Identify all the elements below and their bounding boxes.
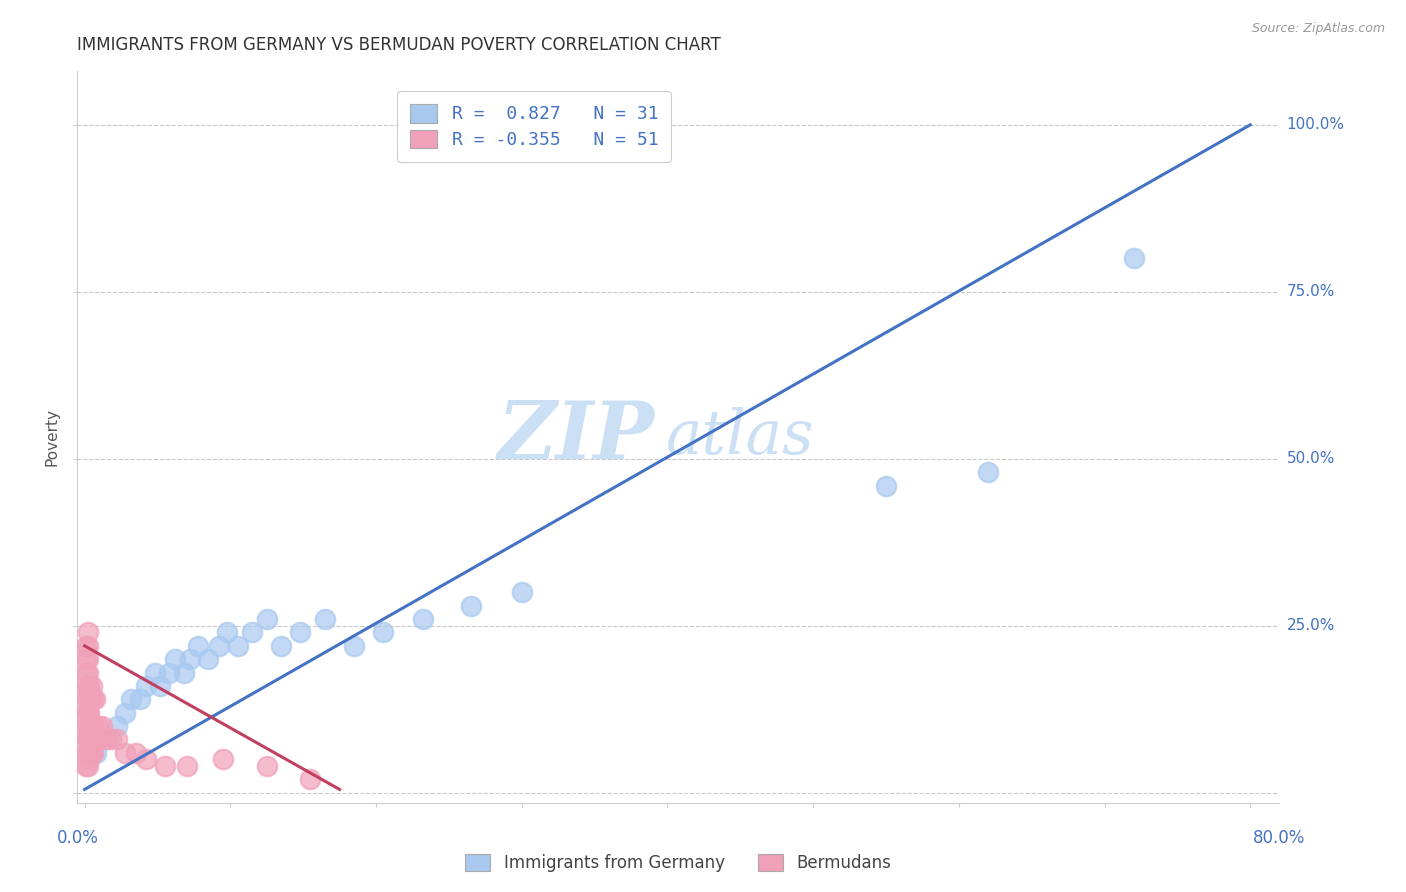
Point [256,759,278,773]
Point [179,652,201,666]
Point [82,746,104,760]
Y-axis label: Poverty: Poverty [45,408,60,467]
Point [76,639,98,653]
Point [76,746,98,760]
Point [143,665,166,680]
Point [208,639,231,653]
Point [153,759,176,773]
Point [77,679,100,693]
Point [75,746,97,760]
Point [91,719,114,733]
Point [77,706,100,720]
Point [80,679,103,693]
Point [163,652,186,666]
Point [96,732,118,747]
Point [100,732,122,747]
Point [76,706,98,720]
Point [460,599,482,613]
Point [105,719,128,733]
Point [82,692,104,706]
Point [176,759,198,773]
Point [343,639,366,653]
Point [114,746,136,760]
Text: atlas: atlas [666,407,815,467]
Point [75,679,97,693]
Point [75,692,97,706]
Point [299,772,322,787]
Point [270,639,292,653]
Point [76,759,98,773]
Point [96,732,118,747]
Point [76,692,98,706]
Point [135,752,157,766]
Point [226,639,249,653]
Point [75,719,97,733]
Text: 50.0%: 50.0% [1286,451,1334,467]
Point [412,612,434,626]
Point [187,639,209,653]
Point [217,625,239,640]
Text: 80.0%: 80.0% [1253,829,1306,847]
Point [76,732,98,747]
Text: Source: ZipAtlas.com: Source: ZipAtlas.com [1251,22,1385,36]
Point [87,719,110,733]
Point [173,665,195,680]
Point [84,746,107,760]
Point [875,478,897,492]
Point [80,746,103,760]
Point [75,639,97,653]
Point [129,692,152,706]
Text: ZIP: ZIP [498,399,654,475]
Point [240,625,263,640]
Point [114,706,136,720]
Point [83,732,105,747]
Point [76,665,98,680]
Point [256,612,278,626]
Point [82,719,104,733]
Point [135,679,157,693]
Point [75,706,97,720]
Point [76,719,98,733]
Point [197,652,219,666]
Point [83,692,105,706]
Point [977,465,1000,479]
Point [1122,252,1144,266]
Point [75,652,97,666]
Point [79,746,101,760]
Text: IMMIGRANTS FROM GERMANY VS BERMUDAN POVERTY CORRELATION CHART: IMMIGRANTS FROM GERMANY VS BERMUDAN POVE… [77,36,721,54]
Point [84,732,107,747]
Text: 0.0%: 0.0% [56,829,98,847]
Point [105,732,128,747]
Point [373,625,395,640]
Point [79,719,101,733]
Point [120,692,142,706]
Point [77,732,100,747]
Point [80,719,103,733]
Point [314,612,336,626]
Point [76,652,98,666]
Point [149,679,172,693]
Text: 100.0%: 100.0% [1286,118,1344,132]
Point [75,759,97,773]
Point [77,752,100,766]
Text: 75.0%: 75.0% [1286,285,1334,300]
Point [89,732,111,747]
Point [157,665,180,680]
Point [290,625,312,640]
Point [124,746,146,760]
Point [76,679,98,693]
Point [79,692,101,706]
Text: 25.0%: 25.0% [1286,618,1334,633]
Point [76,625,98,640]
Point [75,732,97,747]
Legend: Immigrants from Germany, Bermudans: Immigrants from Germany, Bermudans [458,847,898,879]
Point [510,585,533,599]
Point [75,665,97,680]
Point [212,752,235,766]
